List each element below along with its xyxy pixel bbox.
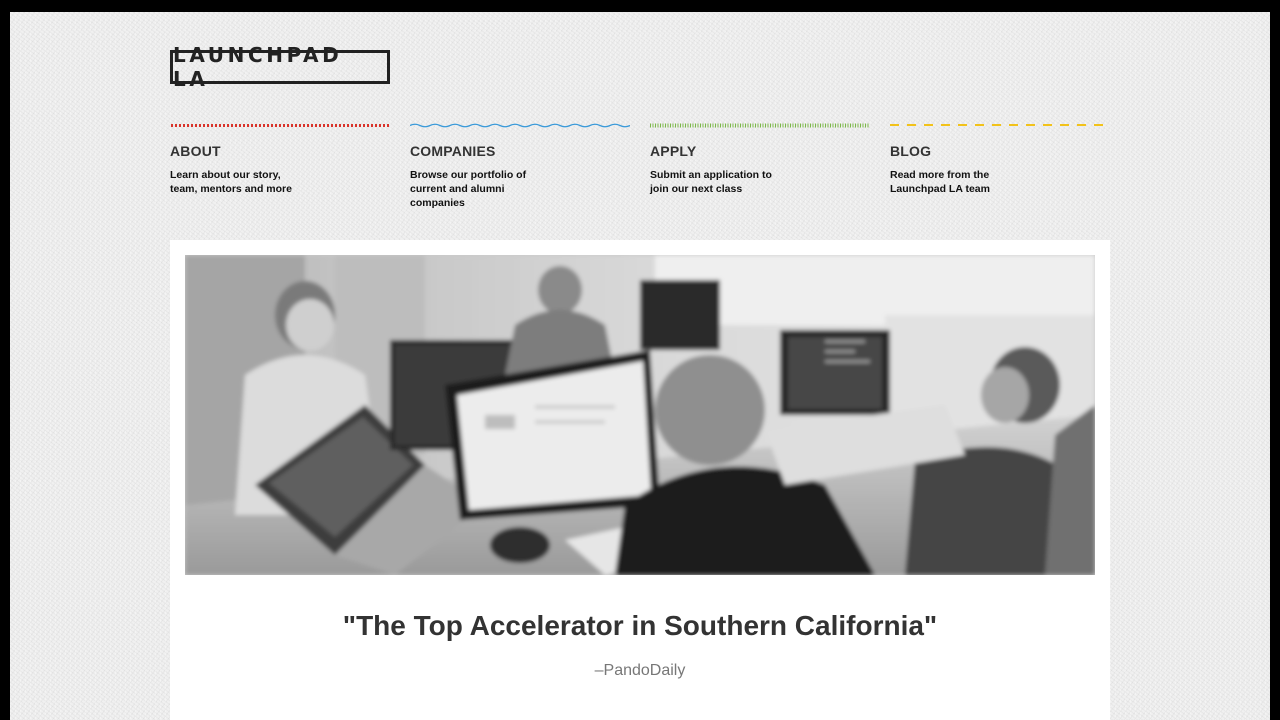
site-logo[interactable]: LAUNCHPAD LA (170, 43, 390, 91)
nav-desc-companies: Browse our portfolio of current and alum… (410, 169, 527, 209)
nav-title-about: ABOUT (170, 143, 221, 159)
nav-rule-about (171, 124, 390, 127)
hero-office-photo (185, 255, 1095, 575)
nav-title-blog: BLOG (890, 143, 932, 159)
office-photo-illustration (185, 255, 1095, 575)
hero-panel: "The Top Accelerator in Southern Califor… (170, 240, 1110, 720)
nav-rule-apply (650, 123, 870, 128)
page-frame: LAUNCHPAD LA ABOUT Learn about our story… (10, 12, 1270, 720)
nav-title-apply: APPLY (650, 143, 697, 159)
nav-desc-apply: Submit an application to join our next c… (650, 169, 772, 195)
nav-title-companies: COMPANIES (410, 143, 496, 159)
hero-quote: "The Top Accelerator in Southern Califor… (342, 610, 938, 641)
main-nav: ABOUT Learn about our story, team, mento… (170, 123, 1110, 223)
hero-quote-source: –PandoDaily (594, 662, 686, 679)
logo-text: LAUNCHPAD LA (173, 43, 343, 91)
nav-desc-about: Learn about our story, team, mentors and… (170, 169, 292, 195)
nav-rule-companies (410, 123, 630, 128)
nav-desc-blog: Read more from the Launchpad LA team (890, 169, 990, 195)
nav-rule-blog (890, 124, 1110, 126)
